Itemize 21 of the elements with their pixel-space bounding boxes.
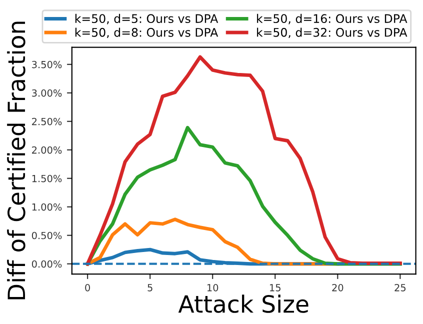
x-tick-label: 5 (148, 284, 152, 292)
y-tick-label: 0.50% (32, 232, 62, 240)
y-tick-label: 0.00% (32, 260, 62, 268)
x-tick-label: 0 (85, 284, 90, 292)
y-tick-label: 3.00% (32, 89, 62, 97)
legend-label: k=50, d=16: Ours vs DPA (257, 14, 408, 24)
x-tick-label: 10 (207, 284, 218, 292)
x-tick-label: 25 (394, 284, 406, 292)
y-tick-label: 1.00% (32, 203, 62, 211)
y-tick-label: 2.50% (32, 118, 62, 126)
legend-label: k=50, d=8: Ours vs DPA (75, 28, 218, 38)
legend-label: k=50, d=5: Ours vs DPA (75, 14, 218, 24)
y-tick-label: 3.50% (32, 60, 62, 68)
y-axis-title: Diff of Certified Fraction (7, 22, 26, 300)
line-series (86, 55, 402, 266)
y-tick-label: 2.00% (32, 146, 62, 154)
x-tick-label: 20 (332, 284, 344, 292)
y-tick-label: 1.50% (32, 174, 62, 182)
legend-label: k=50, d=32: Ours vs DPA (257, 28, 408, 38)
x-tick-label: 15 (270, 284, 280, 292)
x-axis-title: Attack Size (178, 294, 308, 313)
